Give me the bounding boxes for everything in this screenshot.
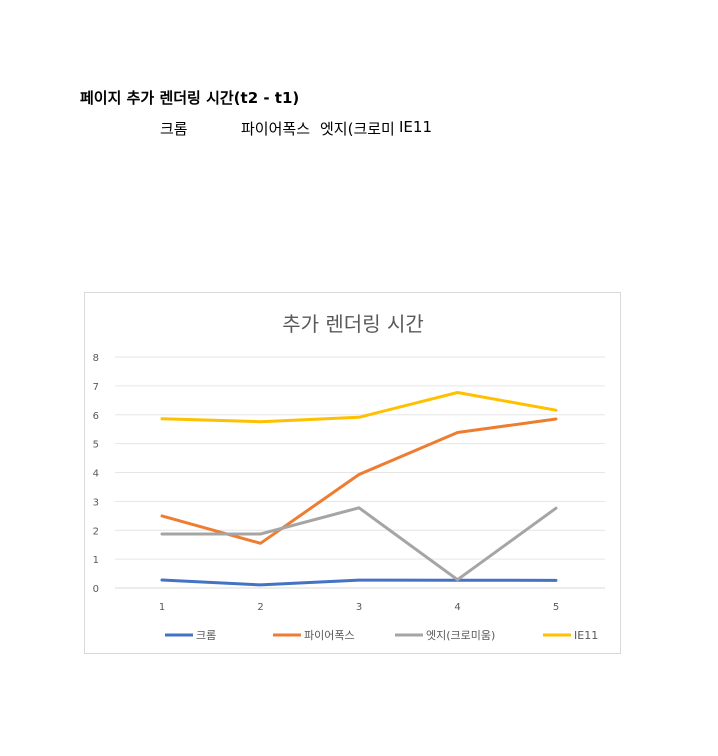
y-tick-label: 4 bbox=[93, 469, 99, 480]
header-chrome: 크롬 bbox=[160, 120, 188, 138]
y-tick-label: 6 bbox=[93, 411, 99, 422]
x-tick-label: 1 bbox=[159, 602, 165, 613]
chart-legend: 크롬 파이어폭스 엣지(크로미움) IE11 bbox=[165, 629, 598, 642]
y-tick-label: 0 bbox=[93, 584, 99, 595]
x-axis-ticks: 1 2 3 4 5 bbox=[159, 602, 559, 613]
chart-series bbox=[160, 391, 558, 587]
legend-label: 엣지(크로미움) bbox=[426, 629, 495, 642]
y-tick-label: 3 bbox=[93, 497, 99, 508]
y-tick-label: 5 bbox=[93, 440, 99, 451]
y-axis-ticks: 0 1 2 3 4 5 6 7 8 bbox=[93, 353, 99, 595]
y-tick-label: 2 bbox=[93, 526, 99, 537]
series-line bbox=[160, 391, 558, 424]
series-line bbox=[160, 417, 558, 545]
table-title: 페이지 추가 렌더링 시간(t2 - t1) bbox=[80, 89, 300, 107]
header-edge: 엣지(크로미 bbox=[320, 120, 395, 138]
legend-label: IE11 bbox=[574, 629, 598, 642]
chart-svg: 추가 렌더링 시간 0 1 2 3 4 5 6 7 8 1 2 3 4 5 크롬 파이어폭스 엣지(크로미움… bbox=[93, 312, 605, 642]
y-tick-label: 7 bbox=[93, 382, 99, 393]
header-firefox: 파이어폭스 bbox=[241, 120, 311, 138]
series-line bbox=[160, 578, 558, 587]
y-tick-label: 8 bbox=[93, 353, 99, 364]
legend-label: 파이어폭스 bbox=[304, 629, 355, 642]
x-tick-label: 3 bbox=[356, 602, 362, 613]
y-tick-label: 1 bbox=[93, 555, 99, 566]
x-tick-label: 2 bbox=[257, 602, 263, 613]
legend-label: 크롬 bbox=[196, 629, 216, 642]
x-tick-label: 4 bbox=[454, 602, 460, 613]
series-line bbox=[160, 506, 558, 582]
chart-title: 추가 렌더링 시간 bbox=[282, 312, 424, 336]
line-chart: 추가 렌더링 시간 0 1 2 3 4 5 6 7 8 1 2 3 4 5 크롬 파이어폭스 엣지(크로미움… bbox=[84, 292, 621, 654]
x-tick-label: 5 bbox=[553, 602, 559, 613]
header-ie11: IE11 bbox=[399, 118, 432, 136]
